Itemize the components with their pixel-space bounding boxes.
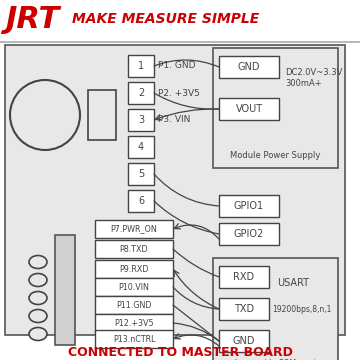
FancyBboxPatch shape xyxy=(219,223,279,245)
FancyBboxPatch shape xyxy=(128,136,154,158)
Text: DC2.0V~3.3V
300mA+: DC2.0V~3.3V 300mA+ xyxy=(285,68,342,88)
FancyBboxPatch shape xyxy=(213,48,338,168)
Text: MAKE MEASURE SIMPLE: MAKE MEASURE SIMPLE xyxy=(72,12,259,26)
FancyBboxPatch shape xyxy=(219,56,279,78)
FancyBboxPatch shape xyxy=(95,220,173,238)
FancyBboxPatch shape xyxy=(128,55,154,77)
FancyBboxPatch shape xyxy=(128,190,154,212)
FancyBboxPatch shape xyxy=(88,90,116,140)
Ellipse shape xyxy=(29,292,47,305)
Text: P9.RXD: P9.RXD xyxy=(119,265,149,274)
FancyBboxPatch shape xyxy=(95,278,173,296)
Text: CONNECTED TO MASTER BOARD: CONNECTED TO MASTER BOARD xyxy=(68,346,292,359)
FancyBboxPatch shape xyxy=(95,330,173,348)
Text: 3: 3 xyxy=(138,115,144,125)
FancyBboxPatch shape xyxy=(128,82,154,104)
Text: VOUT: VOUT xyxy=(235,104,262,114)
Text: P10.VIN: P10.VIN xyxy=(118,283,149,292)
Text: P8.TXD: P8.TXD xyxy=(120,244,148,253)
Text: JRT: JRT xyxy=(5,5,59,34)
Text: 2: 2 xyxy=(138,88,144,98)
FancyBboxPatch shape xyxy=(95,240,173,258)
Text: TXD: TXD xyxy=(234,304,254,314)
Text: P3. VIN: P3. VIN xyxy=(158,116,190,125)
Text: P11.GND: P11.GND xyxy=(116,301,152,310)
FancyBboxPatch shape xyxy=(128,109,154,131)
Text: Lower side COM. port: Lower side COM. port xyxy=(235,359,316,360)
Text: GPIO2: GPIO2 xyxy=(234,229,264,239)
Ellipse shape xyxy=(29,274,47,287)
FancyBboxPatch shape xyxy=(95,296,173,314)
Text: P7.PWR_ON: P7.PWR_ON xyxy=(111,225,157,234)
FancyBboxPatch shape xyxy=(213,258,338,360)
Text: GND: GND xyxy=(238,62,260,72)
Ellipse shape xyxy=(29,328,47,341)
Text: P1. GND: P1. GND xyxy=(158,62,195,71)
FancyBboxPatch shape xyxy=(219,195,279,217)
Text: 5: 5 xyxy=(138,169,144,179)
FancyBboxPatch shape xyxy=(0,0,360,42)
Text: Module Power Supply: Module Power Supply xyxy=(230,152,321,161)
Text: 4: 4 xyxy=(138,142,144,152)
FancyBboxPatch shape xyxy=(55,235,75,345)
FancyBboxPatch shape xyxy=(5,45,345,335)
Text: P13.nCTRL: P13.nCTRL xyxy=(113,334,155,343)
FancyBboxPatch shape xyxy=(219,298,269,320)
Text: GND: GND xyxy=(233,336,255,346)
Text: P2. +3V5: P2. +3V5 xyxy=(158,89,200,98)
Text: 1: 1 xyxy=(138,61,144,71)
FancyBboxPatch shape xyxy=(128,163,154,185)
Text: USART: USART xyxy=(277,278,309,288)
Text: GPIO1: GPIO1 xyxy=(234,201,264,211)
FancyBboxPatch shape xyxy=(95,260,173,278)
Text: RXD: RXD xyxy=(233,272,255,282)
Ellipse shape xyxy=(29,310,47,323)
FancyBboxPatch shape xyxy=(219,98,279,120)
FancyBboxPatch shape xyxy=(219,266,269,288)
Text: P12.+3V5: P12.+3V5 xyxy=(114,319,154,328)
Ellipse shape xyxy=(29,256,47,269)
Text: 19200bps,8,n,1: 19200bps,8,n,1 xyxy=(272,306,331,315)
Text: 6: 6 xyxy=(138,196,144,206)
FancyBboxPatch shape xyxy=(219,330,269,352)
FancyBboxPatch shape xyxy=(95,314,173,332)
